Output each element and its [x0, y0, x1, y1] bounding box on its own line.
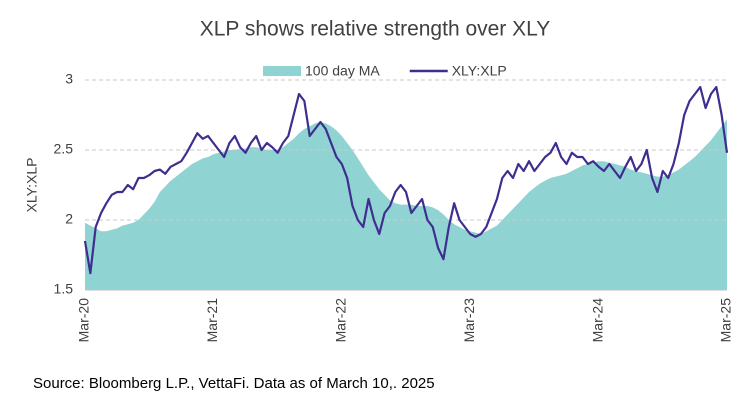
- chart-title: XLP shows relative strength over XLY: [200, 18, 551, 41]
- x-tick-label: Mar-22: [333, 298, 349, 343]
- x-tick-label: Mar-21: [204, 298, 220, 343]
- legend-label: 100 day MA: [305, 63, 380, 79]
- y-axis-label: XLY:XLP: [24, 157, 40, 212]
- x-tick-label: Mar-25: [718, 298, 734, 343]
- legend-label: XLY:XLP: [452, 63, 507, 79]
- y-tick-label: 2.5: [54, 141, 74, 157]
- x-tick-label: Mar-20: [76, 298, 92, 343]
- source-note: Source: Bloomberg L.P., VettaFi. Data as…: [33, 375, 435, 392]
- legend-swatch: [263, 66, 301, 76]
- line: [83, 85, 729, 275]
- y-tick-label: 3: [65, 71, 73, 87]
- y-tick-label: 2: [65, 211, 73, 227]
- area: [85, 119, 727, 290]
- y-tick-label: 1.5: [54, 281, 74, 297]
- x-tick-label: Mar-23: [461, 298, 477, 343]
- x-tick-label: Mar-24: [589, 298, 605, 343]
